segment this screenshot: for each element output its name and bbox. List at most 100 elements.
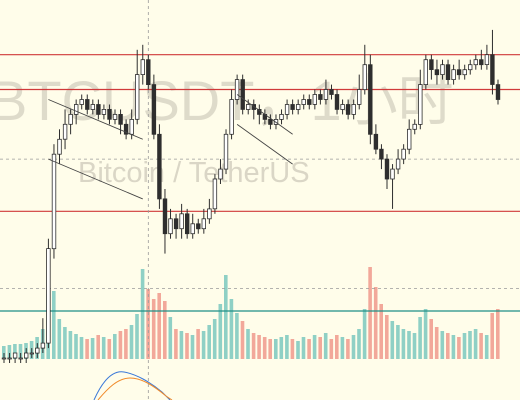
candle-up (57, 138, 62, 155)
candle-up (401, 148, 406, 160)
volume-bar (163, 301, 167, 359)
candle-down (329, 89, 334, 95)
volume-bar (179, 331, 184, 359)
volume-bar (296, 341, 300, 359)
candle-down (429, 59, 434, 71)
volume-bar (118, 331, 123, 359)
volume-bar (496, 309, 500, 359)
candle-up (412, 123, 417, 130)
volume-bar (90, 338, 95, 359)
candle-down (123, 123, 129, 135)
watermark-name: Bitcoin / TetherUS (78, 157, 310, 189)
volume-bar (335, 335, 339, 359)
candle-up (90, 104, 95, 110)
candle-down (151, 84, 157, 135)
volume-bar (185, 333, 189, 359)
candle-up (1, 357, 7, 360)
candle-up (234, 79, 240, 100)
candle-up (134, 74, 140, 120)
candle-down (368, 64, 373, 135)
candle-down (373, 133, 379, 150)
volume-bar (96, 335, 100, 359)
candle-down (384, 158, 390, 180)
oscillator-line-b (97, 377, 173, 400)
volume-bar (412, 333, 417, 359)
volume-bar (13, 344, 17, 359)
channel-drawings (48, 94, 293, 200)
candle-up (312, 94, 317, 105)
volume-bar (290, 339, 295, 359)
candle-down (240, 79, 245, 110)
volume-bar (101, 337, 106, 359)
candle-up (7, 357, 12, 360)
candle-down (118, 114, 123, 125)
candle-up (301, 99, 306, 105)
volume-bar (473, 329, 478, 359)
candle-up (245, 104, 251, 110)
volume-bar (240, 321, 245, 359)
candle-up (218, 168, 223, 180)
volume-bar (246, 329, 250, 359)
volume-bar (429, 319, 433, 359)
candle-up (356, 89, 362, 105)
volume-bar (307, 339, 311, 359)
candle-up (440, 64, 445, 75)
volume-bar (440, 331, 445, 359)
volume-bar (107, 339, 112, 359)
volume-bar (434, 327, 439, 359)
candle-up (467, 64, 473, 71)
candle-up (18, 357, 23, 360)
candle-up (23, 352, 29, 359)
candle-up (79, 99, 84, 105)
candle-up (423, 59, 428, 86)
volume-bar (18, 344, 23, 359)
candle-up (279, 114, 284, 120)
candle-up (462, 69, 467, 76)
volume-bar (346, 339, 350, 359)
candle-up (212, 178, 218, 210)
candle-up (229, 99, 234, 135)
volume-bar (207, 325, 211, 359)
volume-bar (257, 335, 261, 359)
channel-line (236, 123, 293, 165)
volume-bar (201, 331, 206, 359)
candle-down (379, 148, 384, 160)
volume-bar (157, 293, 161, 359)
volume-bar (279, 337, 284, 359)
volume-bar (390, 321, 395, 359)
candle-up (46, 248, 51, 344)
candle-up (323, 89, 329, 100)
candle-up (223, 133, 229, 170)
volume-bar (301, 337, 306, 359)
volume-bar (190, 335, 195, 359)
candle-up (12, 352, 18, 359)
candle-up (29, 352, 34, 355)
candle-down (162, 198, 168, 235)
candle-down (318, 94, 323, 100)
volume-bar (218, 304, 223, 359)
candle-up (140, 59, 145, 76)
volume-bar (2, 346, 6, 359)
volume-bar (407, 331, 411, 359)
volume-bar (168, 317, 173, 359)
volume-bar (451, 335, 456, 359)
candle-up (295, 104, 301, 110)
volume-bar (79, 337, 84, 359)
volume-bar (113, 334, 117, 359)
candle-down (146, 59, 151, 86)
candle-up (74, 104, 79, 115)
volume-bar (63, 327, 67, 359)
volume-bar (151, 299, 156, 359)
candle-up (340, 104, 345, 110)
volume-bar (129, 325, 134, 359)
volume-bar (379, 304, 383, 359)
volume-bars (2, 267, 500, 359)
volume-bar (351, 335, 356, 359)
volume-bar (262, 337, 267, 359)
volume-bar (340, 337, 345, 359)
watermark: BTCUSDT，1小时 Bitcoin / TetherUS (0, 69, 454, 189)
volume-bar (423, 309, 428, 359)
candle-up (473, 59, 478, 66)
